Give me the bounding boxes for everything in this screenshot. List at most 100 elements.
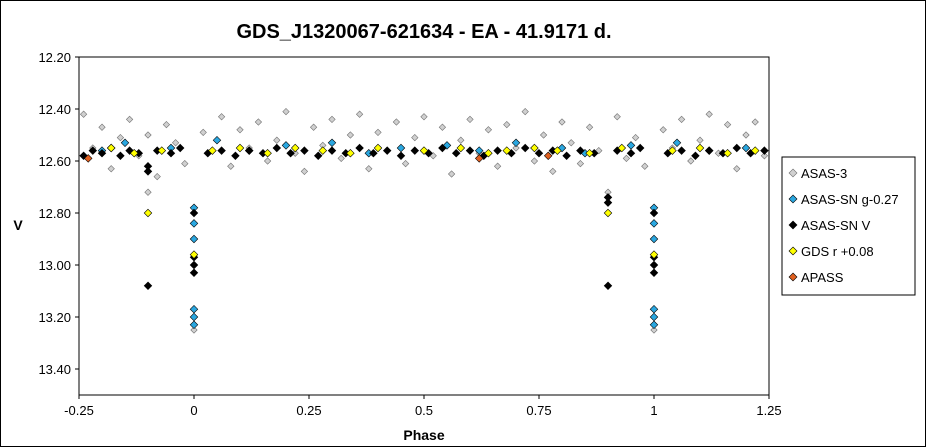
data-point [723,120,732,129]
data-point [236,126,244,134]
data-point [576,159,585,168]
legend-label: ASAS-SN V [801,218,871,233]
legend-label: ASAS-SN g-0.27 [801,192,899,207]
data-point [300,146,309,155]
y-axis: 12.20 12.40 12.60 12.80 13.00 13.20 13.40 [38,50,79,377]
legend-box [781,156,916,296]
data-point [419,146,429,155]
data-point [129,148,139,158]
y-tick-label: 13.40 [38,362,71,377]
data-point [576,146,585,155]
chart-title: GDS_J1320067-621634 - EA - 41.9171 d. [236,21,611,43]
plot-area [78,56,770,396]
data-point [189,268,199,278]
data-point [585,148,594,158]
data-point [493,162,502,170]
y-tick-label: 12.20 [38,50,71,65]
y-tick-label: 13.00 [38,258,71,273]
data-point [106,143,116,153]
data-point [420,113,428,121]
y-axis-label: V [13,217,23,233]
data-point [144,188,152,196]
data-point [88,146,98,155]
data-point [447,170,456,178]
data-point [396,151,406,161]
data-point [677,146,686,155]
data-point [374,128,382,137]
data-point [355,110,364,118]
data-point [484,126,493,134]
data-point [511,138,521,148]
data-point [300,167,309,176]
data-point [144,131,152,139]
data-point [401,159,410,168]
data-point [635,143,645,153]
data-point [282,107,290,116]
data-point [189,234,199,244]
x-axis-label: Phase [403,427,444,443]
data-point [649,219,659,228]
data-point [465,146,475,155]
data-point [290,143,300,153]
data-point [530,157,539,165]
legend-marker [788,220,798,230]
data-point [613,113,621,121]
legend-label: ASAS-3 [801,166,847,181]
data-point [392,118,401,126]
data-point [318,146,328,155]
data-point [143,281,153,291]
data-point [557,143,567,153]
data-point [107,165,115,173]
series-asas-sn-g-0-27 [97,135,751,330]
y-tick-label: 13.20 [38,310,71,325]
y-tick-label: 12.60 [38,154,71,169]
data-point [687,157,695,165]
data-point [208,146,217,155]
series-gds-r-0-08 [106,143,760,259]
legend-label: GDS r +0.08 [801,244,874,259]
x-tick-label: 0 [190,403,197,418]
data-point [603,281,613,291]
x-tick-label: 0.75 [526,403,551,418]
data-point [705,110,713,118]
data-point [567,139,575,147]
data-point [456,143,466,153]
data-point [369,148,378,158]
data-point [382,146,392,155]
data-point [328,115,336,124]
data-point [585,123,594,131]
data-point [98,123,106,131]
data-point [281,141,291,150]
data-point [231,151,240,161]
data-point [227,162,235,170]
data-point [641,162,649,170]
legend: ASAS-3 ASAS-SN g-0.27 ASAS-SN V GDS r +0.08… [788,166,899,285]
x-tick-label: 0.5 [415,403,433,418]
legend-marker [788,272,798,282]
data-point [438,123,447,131]
data-point [521,107,529,116]
data-point [153,172,161,181]
data-point [484,148,493,158]
data-point [534,148,544,158]
data-point [143,167,153,176]
data-point [120,138,130,148]
data-point [97,148,107,158]
data-point [442,141,452,150]
x-tick-label: 1 [650,403,657,418]
data-point [273,136,281,144]
data-point [603,208,613,218]
legend-marker [788,194,798,204]
data-point [649,268,659,278]
data-point [539,131,548,139]
data-point [410,146,420,155]
legend-marker [788,168,798,178]
data-point [365,165,373,173]
data-point [346,148,355,158]
data-point [760,152,769,160]
legend-label: APASS [801,270,844,285]
data-point [337,154,345,163]
data-point [217,146,226,155]
data-point [355,143,364,153]
